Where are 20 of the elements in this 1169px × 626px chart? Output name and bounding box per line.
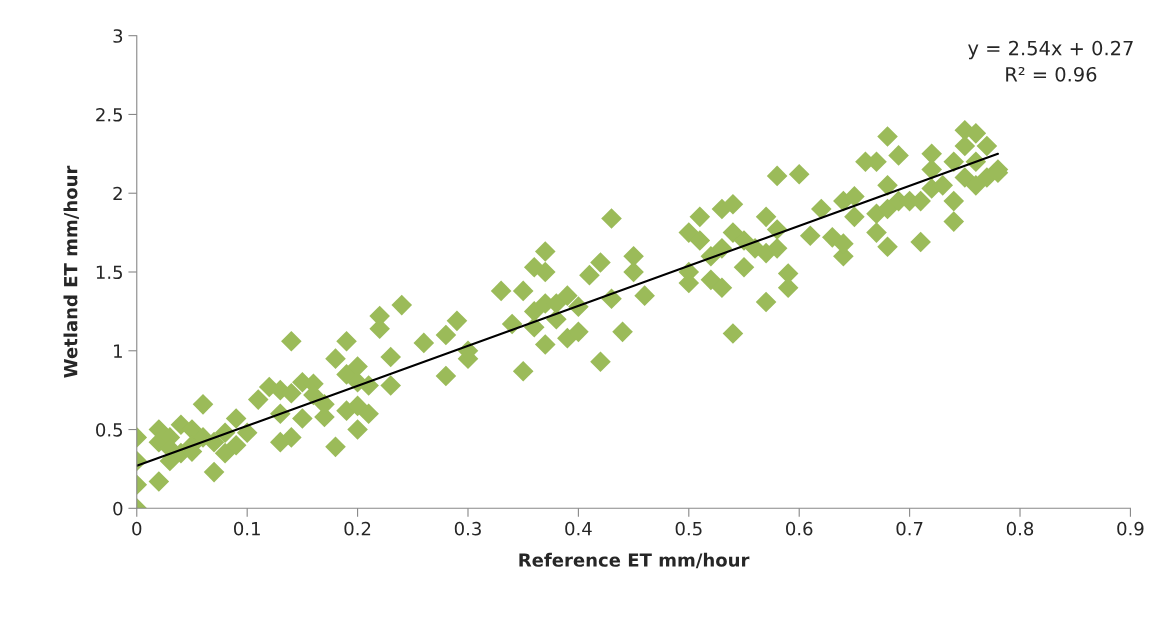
- y-tick-label: 3: [113, 29, 123, 43]
- y-tick-label: 2: [113, 186, 122, 201]
- x-tick-label: 0.3: [454, 521, 481, 536]
- y-tick-label: 0: [113, 501, 123, 516]
- x-tick-label: 0.6: [786, 521, 813, 536]
- annotation: y = 2.54x + 0.27 R² = 0.96: [968, 40, 1133, 82]
- x-tick-label: 0: [132, 521, 142, 536]
- x-tick-label: 0.2: [344, 521, 371, 536]
- y-axis-title: Wetland ET mm/hour: [63, 165, 79, 378]
- y-tick-label: 1: [114, 344, 122, 358]
- y-tick-label: 1.5: [96, 265, 122, 280]
- x-tick-label: 0.8: [1006, 521, 1034, 536]
- x-tick-label: 0.5: [675, 521, 702, 536]
- x-tick-label: 0.9: [1117, 521, 1144, 536]
- x-axis-title: Reference ET mm/hour: [519, 552, 750, 569]
- y-tick-label: 2.5: [96, 107, 122, 122]
- x-tick-label: 0.1: [234, 521, 260, 536]
- y-tick-label: 0.5: [96, 423, 122, 437]
- x-tick-label: 0.7: [896, 521, 923, 536]
- x-tick-label: 0.4: [565, 521, 592, 536]
